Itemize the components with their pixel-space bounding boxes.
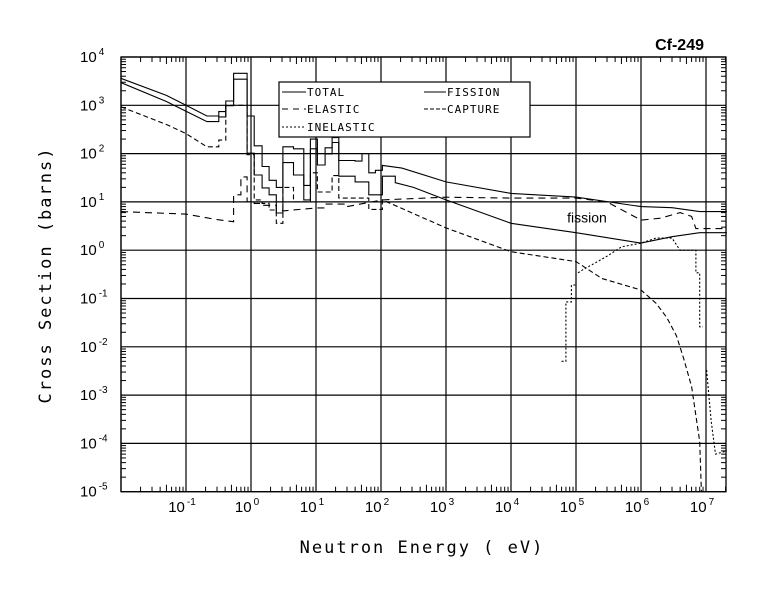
y-tick-exponent: -2 [99, 337, 108, 348]
x-tick-base: 10 [235, 499, 252, 516]
x-tick-label: 10 1 [300, 497, 325, 516]
legend-total: TOTAL [307, 86, 345, 99]
x-tick-label: 10 5 [560, 497, 585, 516]
series-inelastic [561, 237, 703, 362]
y-tick-exponent: 4 [99, 47, 105, 58]
series-elastic [120, 176, 727, 230]
x-tick-exponent: -1 [187, 497, 196, 508]
y-tick-exponent: 0 [99, 240, 105, 251]
x-tick-base: 10 [300, 499, 317, 516]
series-fission [120, 78, 727, 244]
x-tick-label: 10 3 [430, 497, 455, 516]
series-inelastic-tail [706, 370, 728, 455]
x-tick-label: 10 4 [495, 497, 520, 516]
legend-box [278, 81, 531, 138]
y-tick-label: 10 4 [80, 47, 105, 66]
y-tick-exponent: -1 [99, 289, 108, 300]
y-tick-exponent: 3 [99, 95, 105, 106]
x-tick-exponent: 4 [514, 497, 520, 508]
y-tick-exponent: -5 [99, 482, 108, 493]
y-tick-exponent: -3 [99, 385, 108, 396]
x-tick-label: 10 6 [625, 497, 650, 516]
x-tick-exponent: 2 [384, 497, 390, 508]
y-tick-label: 10 -3 [80, 385, 108, 404]
x-tick-base: 10 [168, 499, 185, 516]
y-tick-label: 10 0 [80, 240, 105, 259]
y-tick-base: 10 [80, 242, 97, 259]
x-tick-base: 10 [430, 499, 447, 516]
legend: TOTAL FISSION ELASTIC CAPTURE INELASTIC [278, 81, 531, 138]
x-tick-label: 10 0 [235, 497, 260, 516]
y-tick-label: 10 -4 [80, 433, 108, 452]
x-tick-base: 10 [560, 499, 577, 516]
fission-annotation: fission [567, 210, 607, 226]
x-tick-exponent: 5 [579, 497, 585, 508]
y-tick-exponent: 1 [99, 192, 105, 203]
plot-frame [120, 56, 727, 493]
y-tick-label: 10 -5 [80, 482, 108, 501]
x-tick-exponent: 7 [709, 497, 715, 508]
y-tick-label: 10 -2 [80, 337, 108, 356]
y-axis-label: Cross Section (barns) [36, 147, 56, 404]
y-tick-label: 10 -1 [80, 289, 108, 308]
y-tick-base: 10 [80, 194, 97, 211]
y-tick-base: 10 [80, 291, 97, 308]
x-tick-label: 10 7 [690, 497, 715, 516]
y-tick-exponent: -4 [99, 433, 108, 444]
legend-elastic: ELASTIC [307, 103, 360, 116]
y-tick-exponent: 2 [99, 144, 105, 155]
y-tick-base: 10 [80, 49, 97, 66]
x-tick-exponent: 1 [319, 497, 325, 508]
curves [120, 72, 728, 492]
x-tick-exponent: 6 [644, 497, 650, 508]
x-tick-base: 10 [690, 499, 707, 516]
x-tick-exponent: 0 [254, 497, 260, 508]
legend-inelastic: INELASTIC [307, 121, 376, 134]
y-tick-base: 10 [80, 484, 97, 501]
x-tick-base: 10 [495, 499, 512, 516]
x-tick-label: 10 -1 [168, 497, 196, 516]
x-tick-label: 10 2 [365, 497, 390, 516]
y-tick-base: 10 [80, 339, 97, 356]
y-tick-label: 10 3 [80, 95, 105, 114]
y-tick-label: 10 2 [80, 144, 105, 163]
chart-title: Cf-249 [655, 37, 704, 54]
x-tick-base: 10 [365, 499, 382, 516]
x-tick-exponent: 3 [449, 497, 455, 508]
x-axis-label: Neutron Energy ( eV) [300, 538, 545, 558]
y-tick-base: 10 [80, 97, 97, 114]
y-tick-base: 10 [80, 435, 97, 452]
x-tick-labels: 10 -1 10 0 10 1 10 2 10 3 10 4 10 5 10 6 10 7 [168, 497, 714, 516]
legend-capture: CAPTURE [447, 103, 500, 116]
legend-fission: FISSION [447, 86, 500, 99]
y-tick-label: 10 1 [80, 192, 105, 211]
y-tick-base: 10 [80, 146, 97, 163]
series-capture [120, 104, 702, 492]
y-tick-base: 10 [80, 387, 97, 404]
x-tick-base: 10 [625, 499, 642, 516]
ticks [121, 57, 727, 492]
